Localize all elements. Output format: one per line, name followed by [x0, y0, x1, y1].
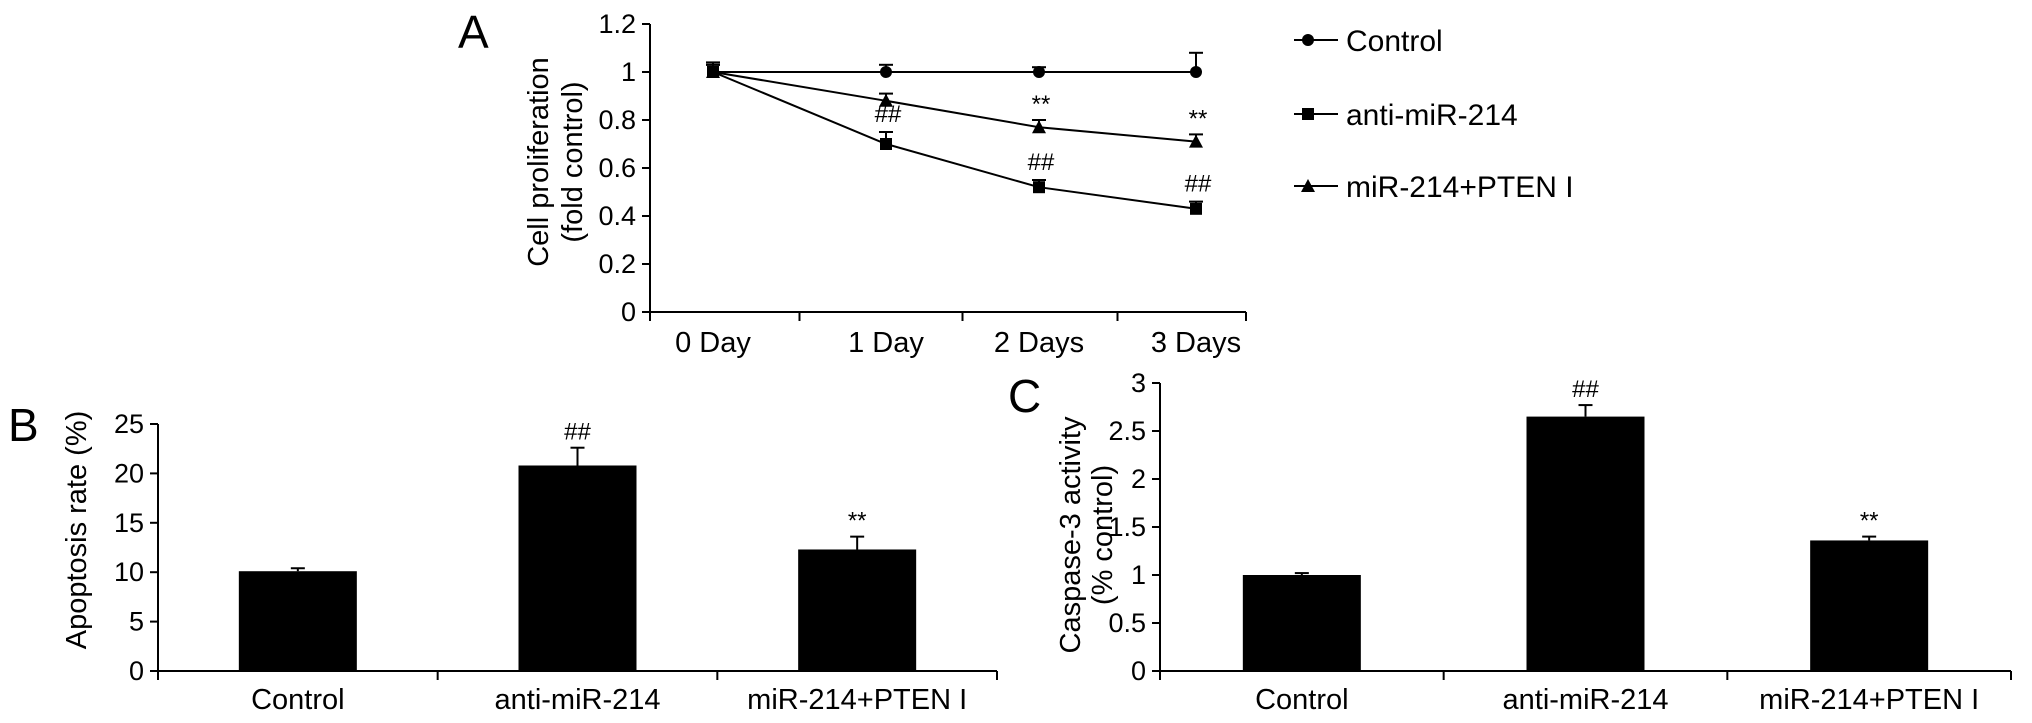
panel-b: B Apoptosis rate (%) 0 5 10 15 20 25 Control ##… — [8, 399, 998, 716]
legend-label: anti-miR-214 — [1346, 99, 1518, 132]
panel-b-xtick-label: miR-214+PTEN I — [747, 684, 967, 716]
panel-a-significance-label: ## — [1028, 149, 1055, 176]
panel-b-ytick-label: 25 — [114, 409, 144, 439]
legend-label: Control — [1346, 25, 1443, 58]
panel-b-ytick-label: 5 — [129, 607, 144, 637]
panel-b-xtick-label: Control — [251, 684, 345, 716]
panel-a-ytick-label: 1 — [621, 57, 636, 87]
panel-a-ytick-label: 0.2 — [598, 249, 636, 279]
legend-label: miR-214+PTEN I — [1346, 171, 1574, 204]
panel-b-significance-label: ** — [848, 508, 867, 535]
panel-c-ytick-label: 2.5 — [1108, 416, 1146, 446]
panel-a-xtick-label: 0 Day — [675, 327, 751, 359]
panel-c-letter: C — [1008, 370, 1041, 422]
panel-c-bar — [1526, 416, 1645, 671]
panel-c-ytick-label: 0 — [1131, 656, 1146, 686]
panel-a-ytick-label: 0.4 — [598, 201, 636, 231]
panel-a-data-point — [879, 93, 893, 107]
panel-b-ytick-label: 10 — [114, 557, 144, 587]
panel-a-data-point — [880, 138, 892, 150]
panel-a-xtick-label: 1 Day — [848, 327, 924, 359]
panel-c-bar — [1242, 575, 1361, 671]
panel-c-xtick-label: miR-214+PTEN I — [1759, 684, 1979, 716]
panel-b-ylabel: Apoptosis rate (%) — [61, 411, 93, 650]
panel-a-data-point — [880, 66, 892, 78]
panel-a-ylabel: Cell proliferation (fold control) — [523, 57, 589, 267]
panel-b-ytick-label: 0 — [129, 656, 144, 686]
panel-c-significance-label: ## — [1572, 376, 1599, 403]
panel-c-xtick-label: anti-miR-214 — [1503, 684, 1669, 716]
panel-a-ylabel-line2: (fold control) — [557, 81, 589, 242]
panel-b-significance-label: ## — [564, 419, 591, 446]
panel-b-bar — [238, 571, 357, 671]
panel-a-letter: A — [458, 6, 489, 58]
panel-a-series-line — [712, 71, 1197, 210]
panel-b-bar — [518, 465, 637, 671]
panel-b-letter: B — [8, 399, 39, 451]
panel-b-bar — [798, 549, 917, 671]
panel-a-data-point — [1033, 181, 1045, 194]
panel-a-series-line — [712, 71, 1197, 143]
panel-c-ytick-label: 0.5 — [1108, 608, 1146, 638]
panel-a-significance-label: ** — [1189, 105, 1208, 132]
legend-marker — [1301, 179, 1315, 192]
legend-marker — [1302, 108, 1314, 120]
panel-b-ytick-label: 15 — [114, 508, 144, 538]
panel-c: C Caspase-3 activity (% control) 0 0.5 1 1.… — [1008, 368, 2012, 716]
panel-a: A Cell proliferation (fold control) 0 0.2… — [458, 6, 1574, 359]
panel-c-ytick-label: 2 — [1131, 464, 1146, 494]
panel-c-xtick-label: Control — [1255, 684, 1349, 716]
panel-a-data-point — [1190, 202, 1202, 215]
panel-a-ytick-label: 0.8 — [598, 105, 636, 135]
panel-a-data-point — [706, 65, 720, 78]
panel-a-ytick-label: 0.6 — [598, 153, 636, 183]
panel-a-ytick-label: 1.2 — [598, 9, 636, 39]
panel-c-ytick-label: 3 — [1131, 368, 1146, 398]
panel-c-ylabel: Caspase-3 activity (% control) — [1055, 416, 1119, 653]
panel-a-data-point — [1033, 66, 1045, 78]
panel-c-ylabel-line2: (% control) — [1087, 465, 1119, 605]
legend-marker — [1302, 34, 1314, 46]
panel-a-significance-label: ** — [1032, 91, 1051, 118]
panel-c-ytick-label: 1.5 — [1108, 512, 1146, 542]
panel-a-data-point — [1032, 120, 1046, 134]
panel-a-xtick-label: 2 Days — [994, 327, 1084, 359]
panel-a-data-point — [1189, 134, 1203, 148]
panel-b-ytick-label: 20 — [114, 458, 144, 488]
panel-a-data-point — [1190, 66, 1202, 78]
panel-a-xtick-label: 3 Days — [1151, 327, 1241, 359]
panel-c-ylabel-line1: Caspase-3 activity — [1055, 416, 1087, 653]
panel-b-xtick-label: anti-miR-214 — [495, 684, 661, 716]
panel-a-significance-label: ## — [1185, 171, 1212, 198]
panel-a-ytick-label: 0 — [621, 297, 636, 327]
panel-c-significance-label: ** — [1860, 508, 1879, 535]
panel-c-ytick-label: 1 — [1131, 560, 1146, 590]
panel-c-bar — [1810, 540, 1929, 671]
panel-a-ylabel-line1: Cell proliferation — [523, 57, 555, 267]
